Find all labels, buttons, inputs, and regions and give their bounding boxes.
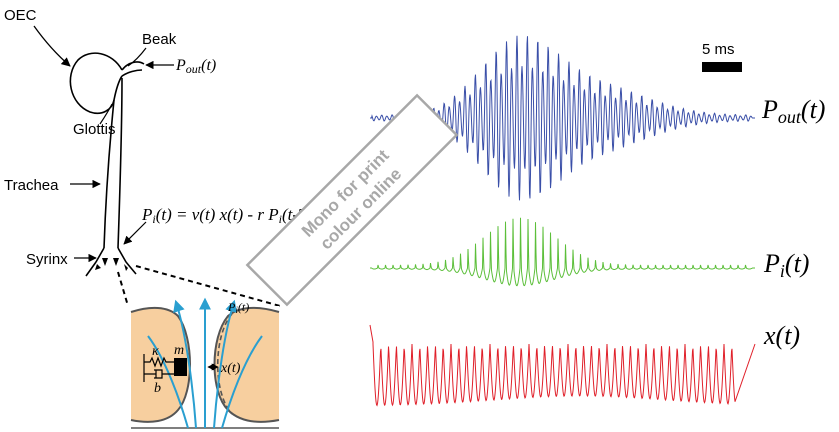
oec-label: OEC (4, 7, 37, 24)
beak-label: Beak (142, 31, 177, 48)
airflow-arrow (173, 299, 197, 429)
scale-bar-label: 5 ms (702, 41, 735, 58)
pout-arrow-label: Pout(t) (175, 57, 216, 76)
pressure-equation: Pi(t) = ν(t) x(t) - r Pi(t-T) (141, 205, 313, 226)
pi-trace (370, 217, 755, 287)
airflow-arrows (147, 297, 263, 429)
spring-mass-damper (143, 354, 174, 382)
damping-label: b (154, 381, 161, 396)
spring (144, 356, 174, 368)
glottis-pointer (99, 103, 113, 125)
x-trace-label: x(t) (763, 321, 800, 350)
mass-label: m (174, 343, 184, 358)
scale-bar (702, 62, 742, 72)
syrinx-labia (95, 258, 128, 271)
airflow-arrow (213, 299, 237, 429)
inset-pi-label: Pi(t) (227, 300, 249, 315)
equation-arrow (123, 221, 147, 245)
beak-pointer (127, 47, 147, 67)
bird-vocal-tract (69, 52, 145, 277)
inset-x-label: x(t) (220, 361, 241, 376)
oec-arrow (33, 25, 71, 67)
zoom-line-left (117, 271, 129, 307)
syrinx-inset: Pi(t) κ m b x(t) (130, 297, 280, 429)
pout-trace-label: Pout(t) (761, 95, 825, 127)
airflow-arrow (221, 335, 263, 429)
syrinx-shape (85, 247, 137, 277)
glottis-label: Glottis (73, 121, 116, 138)
damper (144, 369, 174, 379)
right-labium-displaced (217, 313, 233, 415)
pi-trace-label: Pi(t) (763, 249, 809, 281)
trachea-label: Trachea (4, 177, 59, 194)
mono-print-stamp: Mono for print colour online (245, 93, 459, 307)
mass-block (174, 358, 187, 376)
kappa-label: κ (152, 344, 159, 359)
syrinx-label: Syrinx (26, 251, 68, 268)
trachea-tube (103, 77, 123, 249)
pout-trace (370, 35, 755, 201)
oec-shape (69, 52, 123, 115)
airflow-arrow (147, 335, 189, 429)
x-trace (369, 324, 756, 407)
beak-shape (121, 61, 145, 77)
zoom-line-right (135, 265, 281, 307)
